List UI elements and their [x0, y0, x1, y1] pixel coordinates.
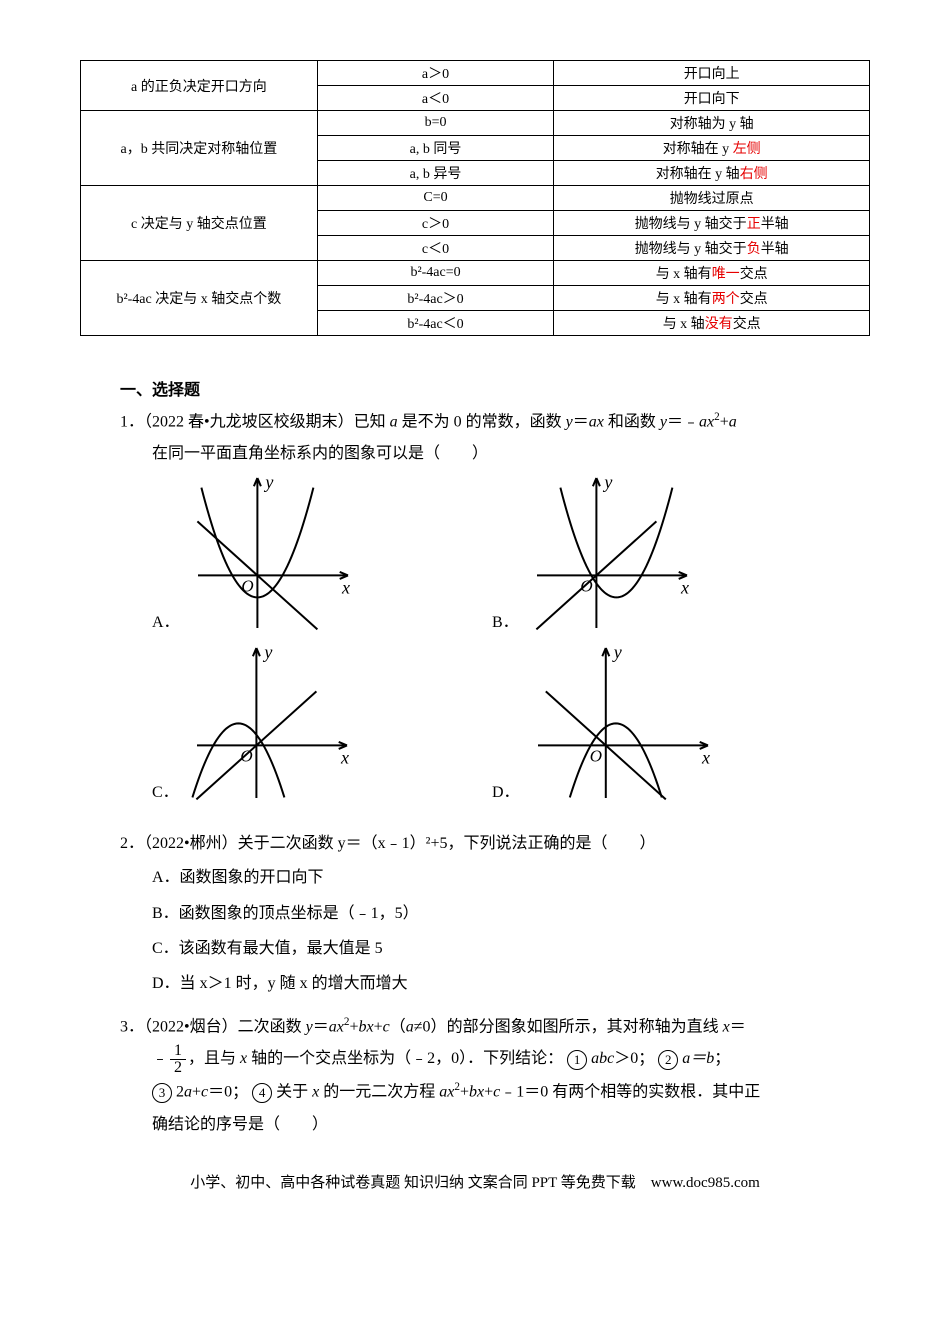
q1-graph-D: x y O: [526, 640, 716, 810]
table-condition-cell: b²-4ac＞0: [317, 286, 554, 311]
q2-option-D: D．当 x＞1 时，y 随 x 的增大而增大: [152, 966, 870, 1001]
svg-text:x: x: [680, 578, 689, 598]
circled-1: 1: [567, 1050, 587, 1070]
q1-optD-label: D．: [492, 778, 520, 810]
q3-line2: ﹣12，且与 x 轴的一个交点坐标为（﹣2，0）．下列结论： 1 abc＞0； …: [152, 1043, 870, 1076]
table-condition-cell: a, b 同号: [317, 136, 554, 161]
q2-option-A: A．函数图象的开口向下: [152, 860, 870, 895]
q2-source: （2022•郴州）: [144, 835, 238, 852]
svg-text:x: x: [341, 578, 350, 598]
q2-option-B: B．函数图象的顶点坐标是（﹣1，5）: [152, 896, 870, 931]
table-condition-cell: b²-4ac＜0: [317, 311, 554, 336]
q1-graphs-row1: A． x y O B． x y O: [152, 470, 870, 640]
svg-text:y: y: [611, 642, 621, 662]
q2-equation: y＝（x﹣1）²+5: [338, 835, 448, 852]
q1-optA-label: A．: [152, 608, 180, 640]
table-row-header: c 决定与 y 轴交点位置: [81, 186, 318, 261]
q1-graphs-row2: C． x y O D． x y O: [152, 640, 870, 810]
coefficient-rules-table: a 的正负决定开口方向a＞0开口向上a＜0开口向下 a，b 共同决定对称轴位置b=…: [80, 60, 870, 336]
q1-graph-C: xyO: [185, 640, 355, 810]
svg-text:O: O: [589, 747, 601, 766]
q2-option-C: C．该函数有最大值，最大值是 5: [152, 931, 870, 966]
circled-4: 4: [252, 1083, 272, 1103]
table-result-cell: 抛物线与 y 轴交于正半轴: [554, 211, 870, 236]
table-row-header: a 的正负决定开口方向: [81, 61, 318, 111]
fraction-half: 12: [170, 1043, 186, 1076]
q1-optB-label: B．: [492, 608, 519, 640]
table-result-cell: 对称轴在 y 左侧: [554, 136, 870, 161]
circled-3: 3: [152, 1083, 172, 1103]
q1-line2: 在同一平面直角坐标系内的图象可以是（ ）: [152, 438, 870, 470]
q3-source: （2022•烟台）: [144, 1018, 238, 1035]
q1-graph-A: x y O: [186, 470, 356, 640]
svg-text:y: y: [602, 472, 612, 492]
q2-number: 2．: [120, 835, 144, 852]
table-result-cell: 与 x 轴有唯一交点: [554, 261, 870, 286]
section-heading: 一、选择题: [120, 376, 870, 400]
table-condition-cell: c＜0: [317, 236, 554, 261]
table-condition-cell: a＞0: [317, 61, 554, 86]
question-3: 3．（2022•烟台）二次函数 y＝ax2+bx+c（a≠0）的部分图象如图所示…: [120, 1011, 870, 1043]
q1-graph-B: xyO: [525, 470, 695, 640]
q3-number: 3．: [120, 1018, 144, 1035]
table-result-cell: 对称轴为 y 轴: [554, 111, 870, 136]
svg-text:x: x: [701, 748, 710, 768]
q1-source: （2022 春•九龙坡区校级期末）: [144, 413, 354, 430]
table-result-cell: 抛物线与 y 轴交于负半轴: [554, 236, 870, 261]
table-condition-cell: c＞0: [317, 211, 554, 236]
table-row-header: a，b 共同决定对称轴位置: [81, 111, 318, 186]
question-1: 1．（2022 春•九龙坡区校级期末）已知 a 是不为 0 的常数，函数 y＝a…: [120, 406, 870, 438]
table-row-header: b²-4ac 决定与 x 轴交点个数: [81, 261, 318, 336]
table-condition-cell: C=0: [317, 186, 554, 211]
svg-text:O: O: [241, 577, 253, 596]
table-result-cell: 与 x 轴有两个交点: [554, 286, 870, 311]
svg-text:y: y: [262, 642, 272, 662]
table-result-cell: 对称轴在 y 轴右侧: [554, 161, 870, 186]
circled-2: 2: [658, 1050, 678, 1070]
table-condition-cell: b=0: [317, 111, 554, 136]
question-2: 2．（2022•郴州）关于二次函数 y＝（x﹣1）²+5，下列说法正确的是（ ）: [120, 828, 870, 860]
table-result-cell: 开口向上: [554, 61, 870, 86]
table-result-cell: 开口向下: [554, 86, 870, 111]
table-condition-cell: b²-4ac=0: [317, 261, 554, 286]
q3-line4: 确结论的序号是（ ）: [152, 1109, 870, 1141]
table-result-cell: 抛物线过原点: [554, 186, 870, 211]
svg-text:y: y: [263, 472, 273, 492]
table-condition-cell: a, b 异号: [317, 161, 554, 186]
q3-line3: 3 2a+c＝0； 4 关于 x 的一元二次方程 ax2+bx+c﹣1＝0 有两…: [152, 1076, 870, 1108]
table-condition-cell: a＜0: [317, 86, 554, 111]
page-footer: 小学、初中、高中各种试卷真题 知识归纳 文案合同 PPT 等免费下载 www.d…: [80, 1171, 870, 1192]
q1-number: 1．: [120, 413, 144, 430]
table-result-cell: 与 x 轴没有交点: [554, 311, 870, 336]
q1-optC-label: C．: [152, 778, 179, 810]
svg-text:x: x: [340, 748, 349, 768]
